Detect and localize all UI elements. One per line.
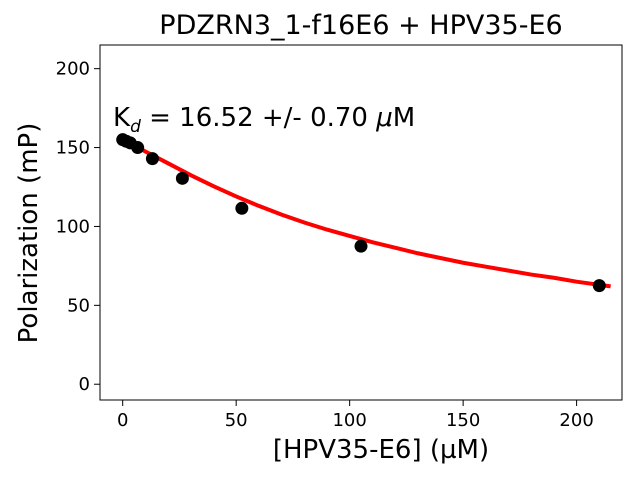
data-point: [131, 141, 145, 155]
y-tick-label: 50: [67, 295, 90, 316]
x-tick-label: 50: [225, 410, 248, 431]
kd-subscript: d: [130, 117, 141, 137]
x-tick-label: 0: [117, 410, 128, 431]
data-point: [235, 201, 249, 215]
x-tick-label: 150: [446, 410, 480, 431]
y-tick-label: 100: [56, 216, 90, 237]
y-tick-label: 0: [79, 374, 90, 395]
x-tick-label: 200: [559, 410, 593, 431]
kd-annotation: Kd = 16.52 +/- 0.70 μM: [113, 103, 415, 137]
fit-curve-layer: [121, 138, 611, 289]
y-tick-label: 200: [56, 59, 90, 80]
fit-curve: [121, 138, 611, 289]
y-tick-label: 150: [56, 138, 90, 159]
plot-frame: [99, 44, 623, 401]
chart-title: PDZRN3_1-f16E6 + HPV35-E6: [159, 10, 562, 41]
x-axis: 0 50 100 150 200: [117, 400, 594, 431]
x-tick-label: 100: [332, 410, 366, 431]
data-point: [175, 171, 189, 185]
data-point: [145, 152, 159, 166]
y-axis-label: Polarization (mP): [14, 123, 44, 344]
data-point: [592, 279, 606, 293]
data-points-layer: [116, 133, 606, 293]
data-point: [354, 239, 368, 253]
y-axis: 0 50 100 150 200: [56, 59, 100, 395]
x-axis-label: [HPV35-E6] (µM): [273, 435, 489, 465]
